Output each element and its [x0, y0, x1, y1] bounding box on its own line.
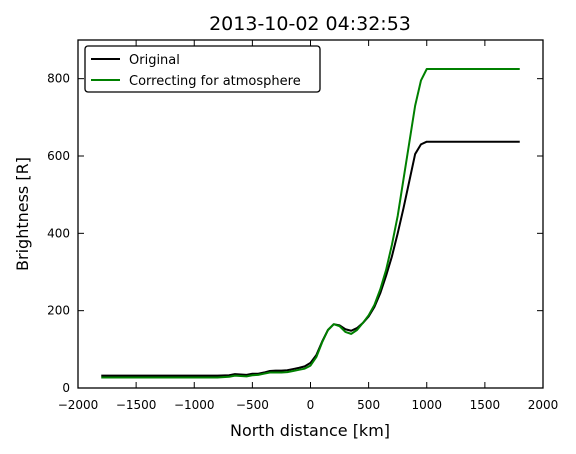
legend-box [84, 45, 321, 93]
x-tick-label: −500 [236, 398, 269, 412]
x-tick-label: 0 [307, 398, 315, 412]
y-tick-label: 800 [47, 72, 70, 86]
legend: Original Correcting for atmosphere [84, 45, 321, 93]
x-tick-label: −2000 [58, 398, 99, 412]
series-line-2 [101, 68, 520, 379]
chart-title: 2013-10-02 04:32:53 [209, 13, 411, 35]
x-tick-label: −1500 [116, 398, 157, 412]
x-tick-label: 1000 [411, 398, 442, 412]
x-tick-label: −1000 [174, 398, 215, 412]
legend-label: Correcting for atmosphere [129, 74, 301, 89]
legend-label: Original [129, 53, 180, 68]
y-axis-label: Brightness [R] [13, 157, 32, 271]
series-line-1 [101, 140, 520, 377]
axis-ticks: −2000 −1500 −1000 −500 0 500 1000 1500 2000 0 200 4… [47, 40, 558, 412]
y-tick-label: 200 [47, 304, 70, 318]
y-tick-label: 0 [62, 381, 70, 395]
y-tick-label: 600 [47, 149, 70, 163]
x-tick-label: 500 [357, 398, 380, 412]
x-axis-label: North distance [km] [230, 421, 390, 440]
y-tick-label: 400 [47, 226, 70, 240]
plot-area [101, 68, 520, 379]
x-tick-label: 2000 [528, 398, 559, 412]
x-tick-label: 1500 [470, 398, 501, 412]
